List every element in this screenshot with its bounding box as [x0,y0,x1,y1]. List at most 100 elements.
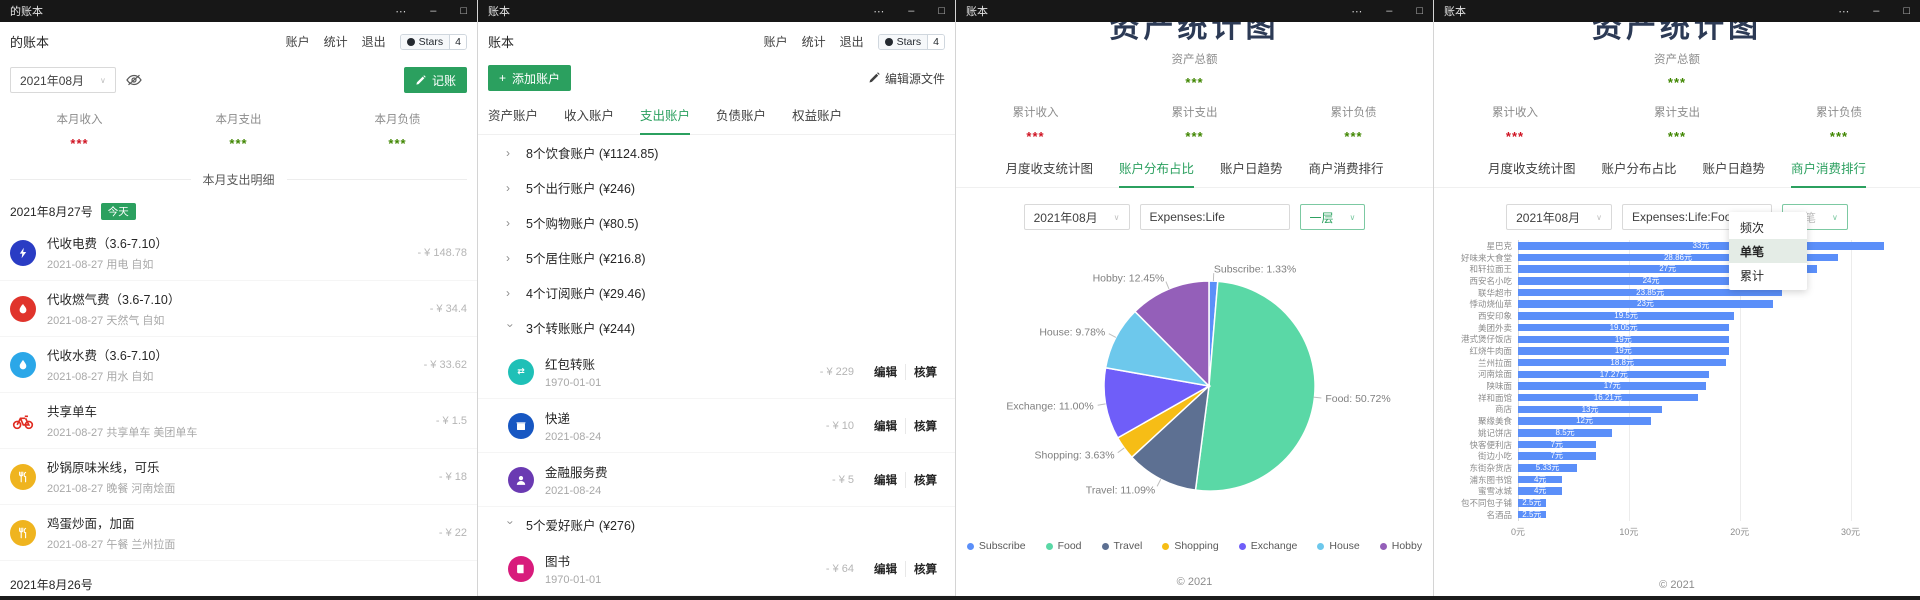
bar-23[interactable]: 2.5元 [1518,511,1546,519]
menu-dots-icon[interactable]: ⋯ [395,5,407,18]
edit-account-link[interactable]: 编辑 [874,474,897,487]
minimize-icon[interactable]: – [1386,5,1393,17]
edit-account-link[interactable]: 编辑 [874,563,897,576]
bar-22[interactable]: 2.5元 [1518,499,1546,507]
account-filter-input[interactable]: Expenses:Life [1139,204,1290,230]
hide-amounts-toggle[interactable] [126,74,142,86]
bar-3[interactable]: 24元 [1518,277,1785,285]
bar-13[interactable]: 16.21元 [1518,394,1698,402]
legend-item-hobby[interactable]: Hobby [1379,540,1422,552]
dropdown-option-频次[interactable]: 频次 [1740,220,1765,235]
legend-item-subscribe[interactable]: Subscribe [966,540,1026,552]
bar-8[interactable]: 19元 [1518,335,1729,343]
legend-item-travel[interactable]: Travel [1101,540,1142,552]
menu-dots-icon[interactable]: ⋯ [873,5,885,18]
account-row[interactable]: 快递 2021-08-24 - ¥ 10 编辑 核算 [478,399,955,453]
tab-liabilities[interactable]: 负债账户 [716,109,767,123]
account-group-header[interactable]: › 5个居住账户 (¥216.8) [478,240,955,275]
github-stars-badge[interactable]: Stars 4 [399,33,467,50]
minimize-icon[interactable]: – [1873,5,1880,17]
edit-account-link[interactable]: 编辑 [874,366,897,379]
month-select[interactable]: 2021年08月 ∨ [10,67,116,93]
pie-slice-exchange[interactable] [1103,366,1212,439]
account-group-header[interactable]: › 5个出行账户 (¥246) [478,170,955,205]
bar-2[interactable]: 27元 [1518,265,1818,273]
legend-item-food[interactable]: Food [1045,540,1082,552]
menu-dots-icon[interactable]: ⋯ [1838,5,1850,18]
expense-entry[interactable]: 代收燃气费（3.6-7.10） 2021-08-27 天然气 自如 - ¥ 34.… [0,281,477,337]
tab-equity[interactable]: 权益账户 [792,109,843,123]
month-select[interactable]: 2021年08月 ∨ [1023,204,1130,230]
tab-account-trend[interactable]: 账户日趋势 [1220,162,1283,176]
bar-12[interactable]: 17元 [1518,382,1707,390]
edit-source-button[interactable]: 编辑源文件 [868,70,945,87]
legend-item-shopping[interactable]: Shopping [1162,540,1219,552]
tab-merchant-ranking[interactable]: 商户消费排行 [1308,162,1384,176]
account-row[interactable]: 金融服务费 2021-08-24 - ¥ 5 编辑 核算 [478,453,955,507]
nav-stats-link[interactable]: 统计 [801,35,826,49]
bar-17[interactable]: 7元 [1518,440,1596,449]
expense-entry[interactable]: 砂锅原味米线，可乐 2021-08-27 晚餐 河南烩面 - ¥ 18 [0,449,477,505]
bar-16[interactable]: 8.5元 [1518,429,1613,437]
account-row[interactable]: ⇄ 红包转账 1970-01-01 - ¥ 229 编辑 核算 [478,345,955,399]
account-group-header[interactable]: › 4个订阅账户 (¥29.46) [478,275,955,310]
nav-accounts-link[interactable]: 账户 [285,35,310,49]
balance-account-link[interactable]: 核算 [905,471,945,488]
tab-account-distribution[interactable]: 账户分布占比 [1118,158,1194,188]
bar-4[interactable]: 23.85元 [1518,289,1783,297]
bar-15[interactable]: 12元 [1518,417,1652,425]
nav-logout-link[interactable]: 退出 [839,35,864,49]
bar-20[interactable]: 4元 [1518,476,1563,484]
dropdown-option-累计[interactable]: 累计 [1740,268,1765,283]
level-select[interactable]: 一层 ∨ [1299,204,1366,230]
nav-logout-link[interactable]: 退出 [361,35,386,49]
tab-monthly-chart[interactable]: 月度收支统计图 [1487,162,1576,176]
bar-11[interactable]: 17.27元 [1518,370,1710,379]
legend-item-exchange[interactable]: Exchange [1238,540,1297,552]
balance-account-link[interactable]: 核算 [905,560,945,577]
bar-10[interactable]: 18.8元 [1518,359,1727,367]
add-account-button[interactable]: + 添加账户 [488,65,572,91]
nav-accounts-link[interactable]: 账户 [763,35,788,49]
pie-slice-travel[interactable] [1130,384,1211,491]
account-group-header[interactable]: › 8个饮食账户 (¥1124.85) [478,135,955,170]
bar-21[interactable]: 4元 [1518,487,1563,495]
bar-7[interactable]: 19.05元 [1518,324,1730,332]
account-group-header[interactable]: › 3个转账账户 (¥244) [478,310,955,345]
tab-monthly-chart[interactable]: 月度收支统计图 [1005,162,1093,176]
bar-5[interactable]: 23元 [1518,300,1773,308]
tab-expenses[interactable]: 支出账户 [640,105,691,135]
maximize-icon[interactable]: □ [1903,5,1910,17]
account-row[interactable]: 图书 1970-01-01 - ¥ 64 编辑 核算 [478,542,955,596]
minimize-icon[interactable]: – [430,5,437,17]
tab-account-trend[interactable]: 账户日趋势 [1702,162,1766,176]
bar-19[interactable]: 5.33元 [1518,464,1578,472]
expense-entry[interactable]: 代收电费（3.6-7.10） 2021-08-27 用电 自如 - ¥ 148.7… [0,225,477,281]
menu-dots-icon[interactable]: ⋯ [1351,5,1363,18]
bar-14[interactable]: 13元 [1518,405,1663,414]
maximize-icon[interactable]: □ [1416,5,1423,17]
month-select[interactable]: 2021年08月 ∨ [1506,204,1613,230]
account-group-header[interactable]: › 5个购物账户 (¥80.5) [478,205,955,240]
bar-9[interactable]: 19元 [1518,347,1729,355]
maximize-icon[interactable]: □ [460,5,467,17]
dropdown-option-单笔[interactable]: 单笔 [1729,239,1807,263]
balance-account-link[interactable]: 核算 [905,417,945,434]
tab-merchant-ranking[interactable]: 商户消费排行 [1791,158,1867,188]
edit-account-link[interactable]: 编辑 [874,420,897,433]
bar-18[interactable]: 7元 [1518,452,1596,460]
bar-1[interactable]: 28.86元 [1518,253,1838,262]
bar-6[interactable]: 19.5元 [1518,312,1735,320]
balance-account-link[interactable]: 核算 [905,363,945,380]
maximize-icon[interactable]: □ [938,5,945,17]
expense-entry[interactable]: 共享单车 2021-08-27 共享单车 美团单车 - ¥ 1.5 [0,393,477,449]
expense-entry[interactable]: 鸡蛋炒面，加面 2021-08-27 午餐 兰州拉面 - ¥ 22 [0,505,477,561]
expense-entry[interactable]: 代收水费（3.6-7.10） 2021-08-27 用水 自如 - ¥ 33.62 [0,337,477,393]
tab-income[interactable]: 收入账户 [564,109,615,123]
record-button[interactable]: 记账 [403,67,467,93]
account-group-header[interactable]: › 5个爱好账户 (¥276) [478,507,955,542]
nav-stats-link[interactable]: 统计 [323,35,348,49]
legend-item-house[interactable]: House [1317,540,1360,552]
tab-account-distribution[interactable]: 账户分布占比 [1601,162,1677,176]
bar-0[interactable]: 33元 [1518,242,1884,250]
